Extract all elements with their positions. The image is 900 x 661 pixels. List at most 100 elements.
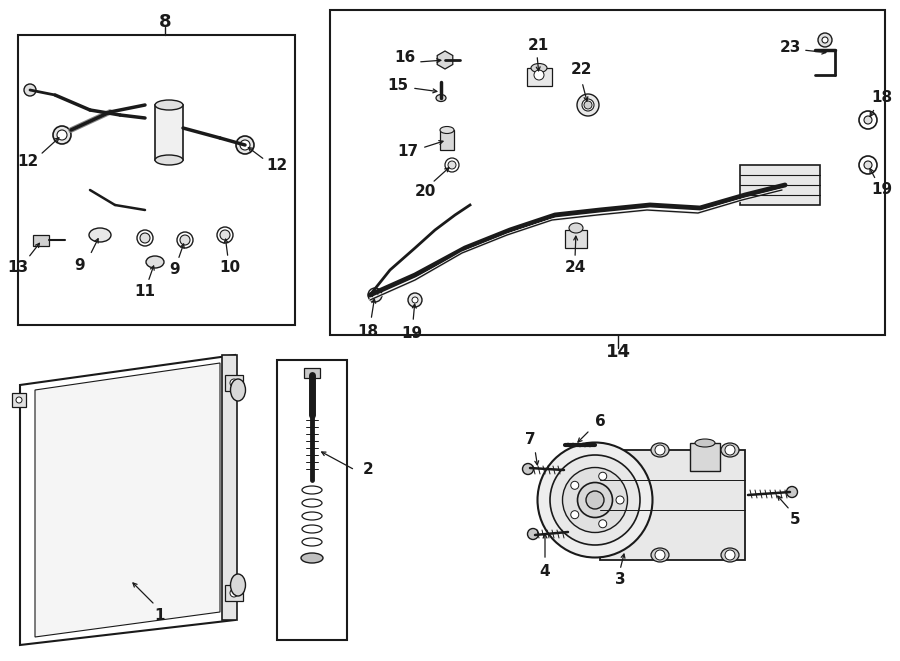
Text: 5: 5	[789, 512, 800, 527]
Text: 12: 12	[266, 157, 288, 173]
Bar	[527, 68, 552, 86]
Circle shape	[53, 126, 71, 144]
Text: 12: 12	[17, 155, 39, 169]
Ellipse shape	[562, 467, 627, 533]
Circle shape	[655, 445, 665, 455]
Circle shape	[859, 156, 877, 174]
Ellipse shape	[155, 100, 183, 110]
Ellipse shape	[569, 223, 583, 233]
Ellipse shape	[230, 379, 246, 401]
Circle shape	[24, 84, 36, 96]
Ellipse shape	[302, 499, 322, 507]
Bar	[740, 165, 820, 205]
Text: 10: 10	[220, 260, 240, 276]
Ellipse shape	[445, 158, 459, 172]
Bar	[155, 105, 183, 160]
Circle shape	[16, 397, 22, 403]
Text: 13: 13	[7, 260, 29, 276]
Circle shape	[864, 161, 872, 169]
Circle shape	[571, 481, 579, 489]
Circle shape	[372, 292, 378, 298]
Circle shape	[408, 293, 422, 307]
Circle shape	[240, 140, 250, 150]
Ellipse shape	[527, 529, 538, 539]
Bar	[225, 585, 243, 601]
Text: 22: 22	[572, 63, 593, 77]
Bar	[222, 355, 237, 620]
Ellipse shape	[582, 99, 594, 111]
Ellipse shape	[578, 483, 613, 518]
Text: 6: 6	[595, 414, 606, 430]
Circle shape	[655, 550, 665, 560]
Circle shape	[584, 101, 592, 109]
Ellipse shape	[523, 463, 534, 475]
Bar	[18, 35, 295, 325]
Ellipse shape	[586, 491, 604, 509]
Circle shape	[864, 116, 872, 124]
Ellipse shape	[787, 486, 797, 498]
Circle shape	[180, 235, 190, 245]
Ellipse shape	[695, 439, 715, 447]
Text: 16: 16	[394, 50, 416, 65]
Text: 4: 4	[540, 564, 550, 580]
Ellipse shape	[550, 455, 640, 545]
Ellipse shape	[440, 126, 454, 134]
Ellipse shape	[230, 574, 246, 596]
Bar	[225, 375, 243, 391]
Circle shape	[818, 33, 832, 47]
Text: 17: 17	[398, 145, 418, 159]
Text: 19: 19	[401, 327, 423, 342]
Text: 24: 24	[564, 260, 586, 276]
Text: 7: 7	[525, 432, 535, 447]
Circle shape	[368, 288, 382, 302]
Bar	[304, 368, 320, 378]
Circle shape	[412, 297, 418, 303]
Text: 1: 1	[155, 607, 166, 623]
Text: 19: 19	[871, 182, 893, 198]
Circle shape	[571, 511, 579, 519]
Ellipse shape	[177, 232, 193, 248]
Text: 9: 9	[75, 258, 86, 272]
Circle shape	[859, 111, 877, 129]
Bar	[12, 393, 26, 407]
Circle shape	[220, 230, 230, 240]
Circle shape	[616, 496, 624, 504]
Text: 20: 20	[414, 184, 436, 200]
Circle shape	[822, 37, 828, 43]
Ellipse shape	[436, 95, 446, 102]
Circle shape	[448, 161, 456, 169]
Circle shape	[236, 136, 254, 154]
Bar	[33, 235, 49, 246]
Ellipse shape	[217, 227, 233, 243]
Ellipse shape	[302, 538, 322, 546]
Text: 3: 3	[615, 572, 626, 588]
Circle shape	[725, 445, 735, 455]
Ellipse shape	[302, 486, 322, 494]
Bar	[440, 130, 454, 150]
Ellipse shape	[89, 228, 111, 242]
Ellipse shape	[137, 230, 153, 246]
Ellipse shape	[302, 512, 322, 520]
Text: 18: 18	[871, 91, 893, 106]
Circle shape	[230, 589, 238, 597]
Ellipse shape	[721, 548, 739, 562]
Text: 9: 9	[170, 262, 180, 278]
Text: 23: 23	[779, 40, 801, 54]
Polygon shape	[35, 363, 220, 637]
Ellipse shape	[537, 442, 652, 557]
Text: 18: 18	[357, 325, 379, 340]
Ellipse shape	[155, 155, 183, 165]
Circle shape	[140, 233, 150, 243]
Text: 14: 14	[606, 343, 631, 361]
Bar	[277, 360, 347, 640]
Circle shape	[598, 520, 607, 527]
Bar	[690, 443, 720, 471]
Ellipse shape	[577, 94, 599, 116]
Text: 21: 21	[527, 38, 549, 52]
Circle shape	[725, 550, 735, 560]
Ellipse shape	[721, 443, 739, 457]
Ellipse shape	[651, 443, 669, 457]
Bar	[330, 10, 885, 335]
Ellipse shape	[531, 63, 547, 73]
Bar	[565, 230, 587, 248]
